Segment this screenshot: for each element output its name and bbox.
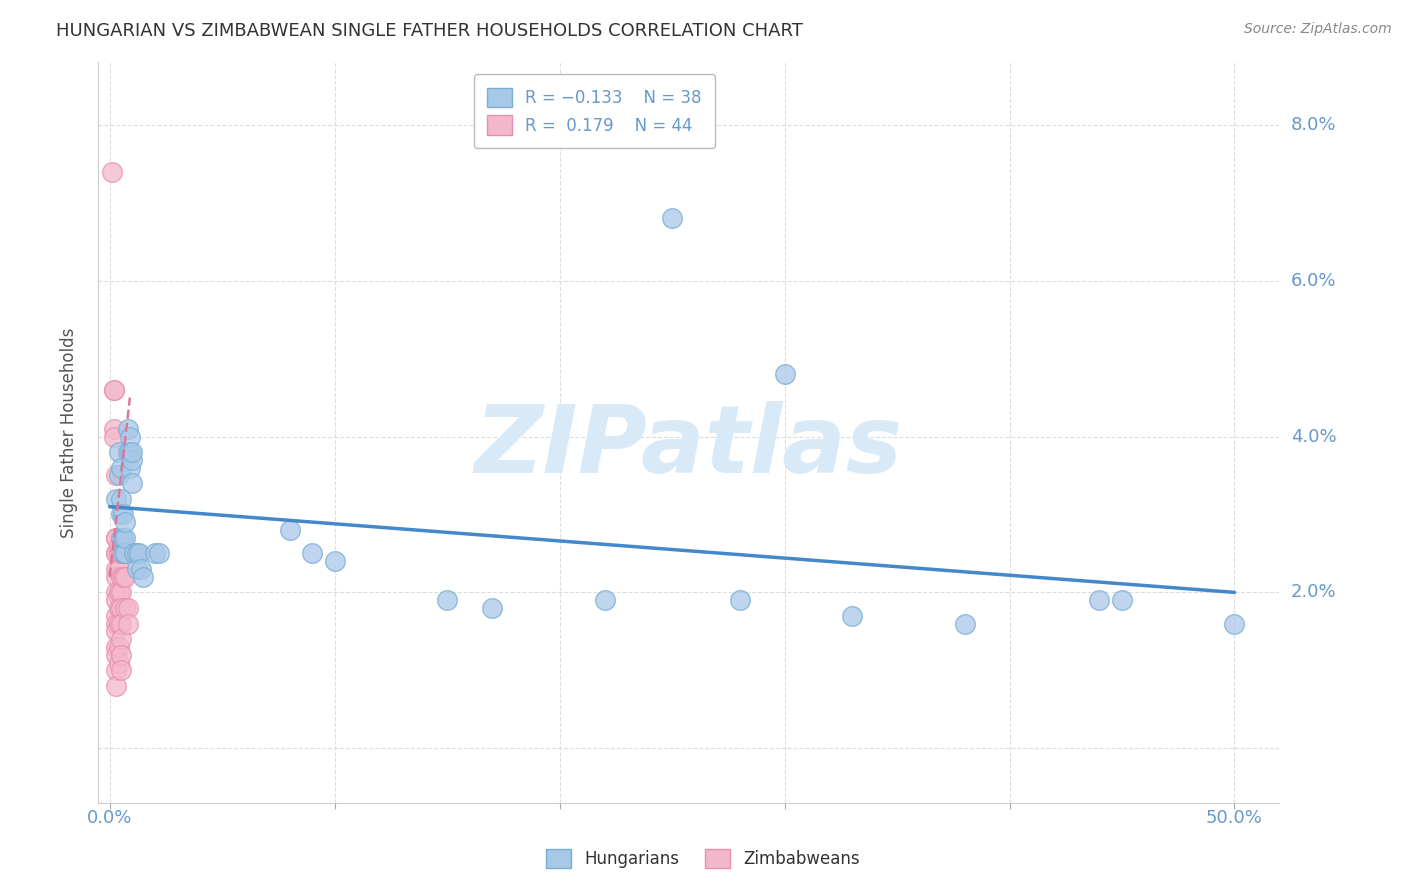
Point bbox=[117, 616, 139, 631]
Point bbox=[110, 508, 132, 522]
Text: Source: ZipAtlas.com: Source: ZipAtlas.com bbox=[1244, 22, 1392, 37]
Point bbox=[107, 656, 129, 670]
Point bbox=[107, 539, 129, 553]
Legend: Hungarians, Zimbabweans: Hungarians, Zimbabweans bbox=[540, 842, 866, 875]
Point bbox=[1088, 593, 1111, 607]
Point bbox=[110, 570, 132, 584]
Point bbox=[112, 531, 135, 545]
Point bbox=[105, 491, 128, 506]
Point bbox=[105, 608, 128, 623]
Point bbox=[301, 546, 323, 560]
Point bbox=[105, 679, 128, 693]
Point bbox=[118, 445, 141, 459]
Point bbox=[105, 531, 128, 545]
Text: 4.0%: 4.0% bbox=[1291, 427, 1336, 445]
Point bbox=[107, 585, 129, 599]
Point bbox=[101, 164, 124, 178]
Point bbox=[121, 453, 143, 467]
Text: 0.0%: 0.0% bbox=[87, 809, 132, 827]
Text: 6.0%: 6.0% bbox=[1291, 272, 1336, 290]
Point bbox=[773, 367, 796, 381]
Point bbox=[105, 663, 128, 677]
Point bbox=[112, 570, 135, 584]
Point bbox=[114, 546, 136, 560]
Point bbox=[105, 531, 128, 545]
Point bbox=[110, 546, 132, 560]
Point bbox=[110, 601, 132, 615]
Point bbox=[103, 429, 125, 443]
Point bbox=[110, 460, 132, 475]
Point bbox=[114, 515, 136, 529]
Point bbox=[105, 624, 128, 639]
Y-axis label: Single Father Households: Single Father Households bbox=[59, 327, 77, 538]
Point bbox=[661, 211, 683, 226]
Point bbox=[114, 531, 136, 545]
Point bbox=[105, 562, 128, 576]
Point bbox=[121, 445, 143, 459]
Point bbox=[110, 632, 132, 647]
Point bbox=[107, 468, 129, 483]
Point bbox=[128, 546, 150, 560]
Point bbox=[114, 601, 136, 615]
Point bbox=[107, 601, 129, 615]
Point bbox=[110, 531, 132, 545]
Point bbox=[110, 585, 132, 599]
Point bbox=[125, 562, 148, 576]
Point bbox=[148, 546, 170, 560]
Legend: R = −0.133    N = 38, R =  0.179    N = 44: R = −0.133 N = 38, R = 0.179 N = 44 bbox=[474, 74, 716, 148]
Point bbox=[118, 429, 141, 443]
Point bbox=[110, 491, 132, 506]
Point bbox=[103, 383, 125, 397]
Text: 2.0%: 2.0% bbox=[1291, 583, 1336, 601]
Point bbox=[114, 570, 136, 584]
Point bbox=[117, 445, 139, 459]
Point bbox=[110, 648, 132, 662]
Point bbox=[107, 445, 129, 459]
Point bbox=[1111, 593, 1133, 607]
Point bbox=[103, 422, 125, 436]
Point bbox=[105, 546, 128, 560]
Point bbox=[118, 460, 141, 475]
Point bbox=[278, 523, 301, 537]
Point bbox=[105, 616, 128, 631]
Point bbox=[143, 546, 166, 560]
Point bbox=[953, 616, 976, 631]
Point bbox=[114, 546, 136, 560]
Point bbox=[117, 422, 139, 436]
Point bbox=[107, 640, 129, 654]
Point bbox=[125, 546, 148, 560]
Point bbox=[105, 640, 128, 654]
Point bbox=[110, 663, 132, 677]
Text: 50.0%: 50.0% bbox=[1206, 809, 1263, 827]
Point bbox=[593, 593, 616, 607]
Point bbox=[110, 616, 132, 631]
Point bbox=[124, 546, 146, 560]
Point bbox=[105, 585, 128, 599]
Point bbox=[105, 546, 128, 560]
Point bbox=[481, 601, 503, 615]
Point bbox=[121, 476, 143, 491]
Point bbox=[105, 570, 128, 584]
Text: HUNGARIAN VS ZIMBABWEAN SINGLE FATHER HOUSEHOLDS CORRELATION CHART: HUNGARIAN VS ZIMBABWEAN SINGLE FATHER HO… bbox=[56, 22, 803, 40]
Point bbox=[107, 562, 129, 576]
Point bbox=[117, 601, 139, 615]
Point bbox=[728, 593, 751, 607]
Text: 8.0%: 8.0% bbox=[1291, 116, 1336, 134]
Point bbox=[112, 546, 135, 560]
Point bbox=[105, 593, 128, 607]
Point bbox=[129, 562, 152, 576]
Point bbox=[841, 608, 863, 623]
Point bbox=[112, 546, 135, 560]
Point bbox=[132, 570, 155, 584]
Point bbox=[1223, 616, 1246, 631]
Point bbox=[107, 616, 129, 631]
Point bbox=[436, 593, 458, 607]
Point bbox=[105, 648, 128, 662]
Point bbox=[107, 546, 129, 560]
Point bbox=[112, 508, 135, 522]
Point bbox=[105, 468, 128, 483]
Text: ZIPatlas: ZIPatlas bbox=[475, 401, 903, 493]
Point bbox=[103, 383, 125, 397]
Point bbox=[323, 554, 346, 568]
